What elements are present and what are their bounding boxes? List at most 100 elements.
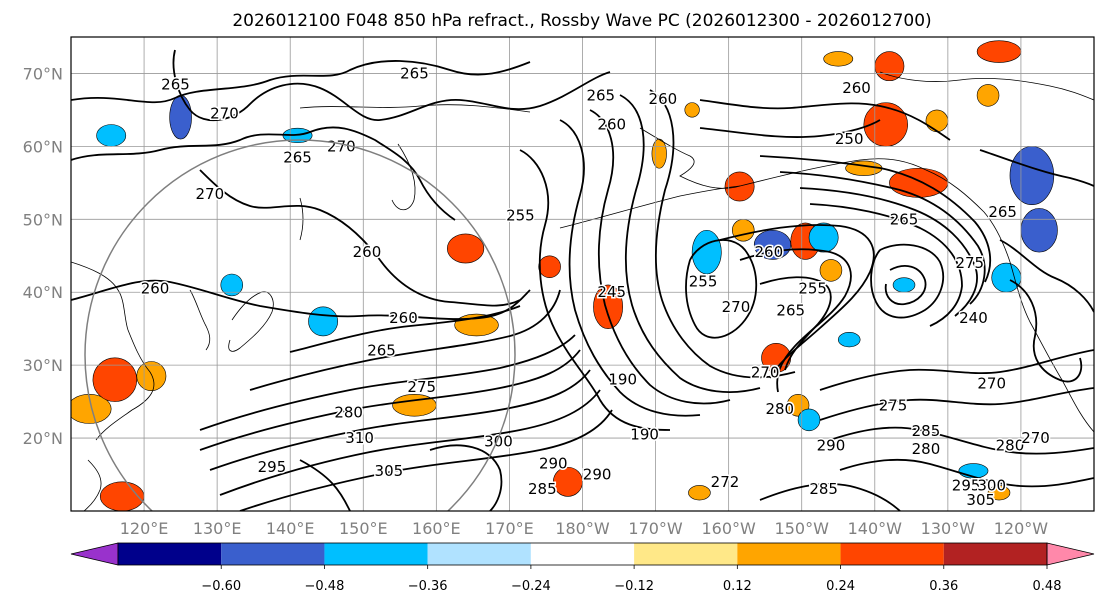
contour-label: 270 (977, 374, 1006, 392)
contour-label: 285 (528, 480, 557, 498)
rossby-wave-contours (71, 49, 1094, 511)
contour-label: 245 (597, 283, 626, 301)
shaded-region (136, 361, 167, 391)
shaded-region (688, 485, 711, 501)
contour-line (685, 239, 758, 339)
contour-label: 270 (751, 363, 780, 381)
contour-line (884, 265, 927, 306)
contour-line (829, 426, 1094, 455)
contour-line (759, 276, 832, 371)
longitude-axis: 120°E 130°E 140°E 150°E 160°E 170°E 180°W 170°W… (120, 519, 1049, 538)
shaded-region (837, 332, 861, 348)
contour-label: 260 (141, 280, 170, 298)
contour-line (429, 444, 503, 511)
shaded-region (823, 51, 854, 67)
shaded-region (808, 222, 839, 253)
contour-label: 310 (345, 429, 374, 447)
shaded-region (96, 124, 127, 147)
longitude-tick-label: 150°E (339, 519, 388, 538)
latitude-tick-label: 20°N (23, 429, 63, 448)
contour-line (699, 119, 881, 138)
contour-line (759, 483, 901, 511)
coastlines (71, 71, 1094, 511)
contour-line (819, 349, 1094, 391)
contour-line (209, 369, 591, 471)
shaded-region (169, 95, 192, 140)
contour-label: 280 (912, 440, 941, 458)
contour-label: 260 (649, 90, 678, 108)
shaded-region (1009, 146, 1055, 206)
contour-line (870, 243, 945, 319)
contour-line (839, 458, 1094, 488)
colorbar-tick-labels: −0.60 −0.48 −0.36 −0.24 −0.12 0.12 0.24 0.36 0.4… (201, 565, 1061, 594)
contour-line (519, 149, 671, 431)
shaded-region (819, 259, 843, 282)
colorbar-tick-label: −0.12 (614, 579, 654, 594)
contour-line (559, 119, 701, 417)
contour-label: 272 (711, 473, 740, 491)
colorbar-cell (634, 543, 738, 565)
contour-label: 270 (196, 185, 225, 203)
contour-label: 260 (389, 309, 418, 327)
contour-label: 260 (755, 243, 784, 261)
contour-label: 275 (407, 378, 436, 396)
contour-line (809, 203, 963, 327)
longitude-tick-label: 130°W (921, 519, 976, 538)
colorbar-cell (530, 543, 635, 565)
contour-line (1009, 279, 1083, 383)
longitude-tick-label: 160°W (701, 519, 756, 538)
longitude-tick-label: 180°W (555, 519, 610, 538)
contour-label: 260 (842, 79, 871, 97)
shaded-region (651, 138, 667, 169)
colorbar-tick-label: −0.36 (408, 579, 448, 594)
longitude-tick-label: 150°W (775, 519, 830, 538)
longitude-tick-label: 120°E (120, 519, 169, 538)
colorbar-cell (427, 543, 531, 565)
shaded-region (976, 84, 1000, 107)
contour-line (619, 94, 761, 393)
contour-label: 255 (689, 272, 718, 290)
contour-label: 280 (996, 436, 1025, 454)
contour-label: 190 (630, 425, 659, 443)
contour-label: 265 (988, 203, 1017, 221)
shaded-region (593, 284, 623, 329)
contour-label: 265 (283, 148, 312, 166)
shaded-region (308, 306, 339, 337)
colorbar-cell (324, 543, 428, 565)
shaded-region (987, 485, 1011, 501)
shaded-region (976, 40, 1022, 63)
contour-label: 240 (959, 309, 988, 327)
contour-label: 265 (890, 210, 919, 228)
contour-label: 255 (798, 280, 827, 298)
contour-label: 270 (327, 137, 356, 155)
contour-line (199, 349, 581, 451)
contour-line (71, 279, 531, 320)
contour-line (249, 289, 561, 391)
longitude-tick-label: 140°E (266, 519, 315, 538)
contour-label: 260 (597, 116, 626, 134)
colorbar-cell (840, 543, 944, 565)
contour-label: 260 (353, 243, 382, 261)
longitude-tick-label: 170°W (628, 519, 683, 538)
colorbar-tick-label: −0.60 (201, 579, 241, 594)
contour-line (649, 89, 796, 379)
coastline-japan (228, 291, 274, 352)
contour-label: 265 (400, 64, 429, 82)
contour-label: 305 (375, 462, 404, 480)
contour-label: 275 (955, 254, 984, 272)
latitude-axis: 70°N 60°N 50°N 40°N 30°N 20°N (23, 64, 63, 448)
contour-line (199, 169, 521, 307)
shaded-region (92, 357, 138, 402)
contour-label: 280 (334, 404, 363, 422)
latitude-tick-label: 70°N (23, 64, 63, 83)
contour-line (299, 459, 351, 511)
contour-label: 295 (952, 476, 981, 494)
contour-label: 265 (161, 75, 190, 93)
contour-label: 265 (776, 301, 805, 319)
contour-line (699, 99, 951, 141)
contour-label: 265 (367, 342, 396, 360)
coastline-alaska-south (739, 158, 927, 187)
